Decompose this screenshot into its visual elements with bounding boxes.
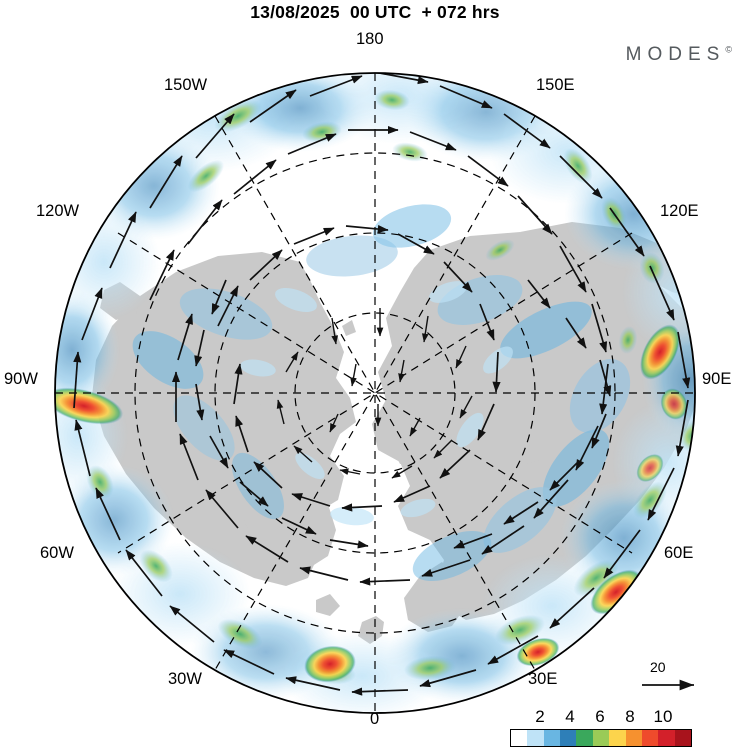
modes-logo-text: MODES	[625, 44, 726, 65]
wind-vector-key-arrow-icon	[642, 679, 694, 691]
colorbar-swatch-8	[641, 730, 659, 746]
lon-label-120w: 120W	[36, 202, 80, 220]
lon-label-90e: 90E	[702, 370, 732, 388]
map-content	[55, 73, 695, 713]
map-boundary-circle	[54, 72, 696, 714]
colorbar-swatch-3	[560, 730, 577, 746]
page-title: 13/08/2025 00 UTC + 072 hrs	[250, 2, 500, 22]
wind-vector-key: 20	[640, 659, 730, 695]
modes-logo: MODES©	[626, 44, 732, 66]
colorbar-tick-10: 10	[653, 707, 673, 726]
colorbar-swatch-2	[543, 730, 561, 746]
colorbar[interactable]	[510, 729, 692, 747]
wind-vectors	[73, 73, 691, 696]
wind-vector-key-label: 20	[650, 659, 666, 675]
colorbar-tick-8: 8	[625, 707, 635, 726]
copyright-icon: ©	[725, 44, 732, 55]
colorbar-swatch-5	[592, 730, 610, 746]
colorbar-swatch-1	[527, 730, 544, 746]
colorbar-tick-2: 2	[535, 707, 545, 726]
graticule	[55, 73, 695, 713]
colorbar-swatch-4	[576, 730, 593, 746]
lon-label-180: 180	[356, 30, 384, 48]
colorbar-swatch-0	[511, 730, 528, 746]
lon-label-60e: 60E	[664, 544, 694, 562]
colorbar-swatch-7	[625, 730, 642, 746]
precip-hotspots	[55, 324, 688, 683]
colorbar-swatch-6	[609, 730, 626, 746]
colorbar-swatch-9	[658, 730, 675, 746]
lon-label-90w: 90W	[4, 370, 38, 388]
colorbar-swatch-10	[674, 730, 691, 746]
colorbar-tick-6: 6	[595, 707, 605, 726]
lon-label-120e: 120E	[660, 202, 699, 220]
lon-label-150w: 150W	[164, 76, 208, 94]
lon-label-30e: 30E	[528, 670, 558, 688]
lon-label-60w: 60W	[40, 544, 74, 562]
colorbar-tick-4: 4	[565, 707, 575, 726]
lon-label-0: 0	[370, 710, 380, 728]
precipitation-field	[55, 73, 695, 713]
lon-label-150e: 150E	[536, 76, 575, 94]
lon-label-30w: 30W	[168, 670, 202, 688]
